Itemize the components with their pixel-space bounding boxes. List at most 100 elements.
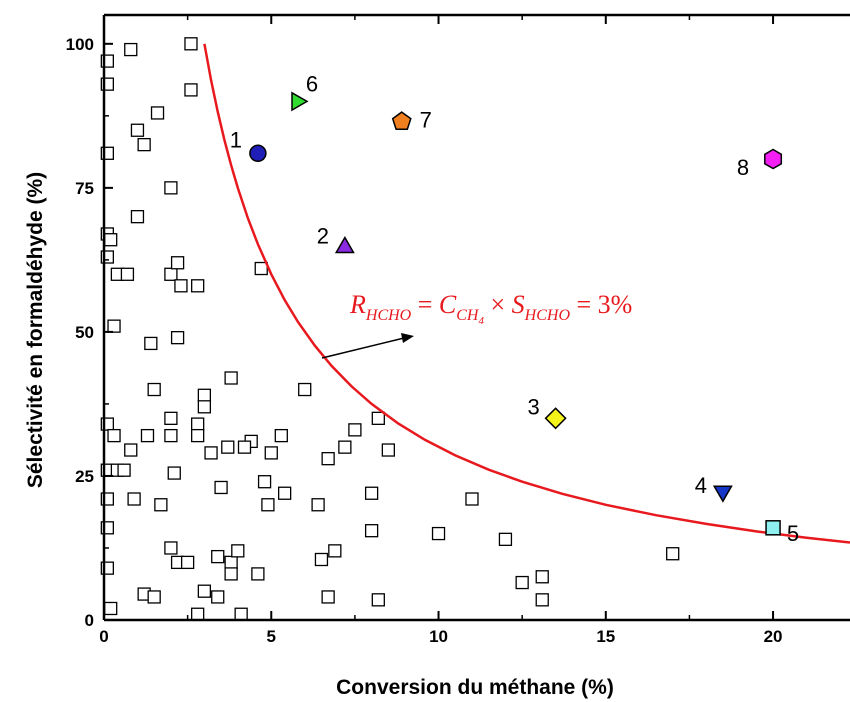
- data-point: [254, 261, 268, 276]
- data-point: [237, 440, 252, 454]
- data-point: [170, 256, 185, 270]
- data-point: [167, 466, 181, 480]
- data-point: [164, 181, 178, 195]
- annotation-arrowhead: [401, 333, 414, 343]
- data-point: [251, 567, 265, 581]
- x-tick-label: 0: [99, 627, 108, 646]
- data-point: [381, 443, 395, 457]
- data-point: [191, 417, 205, 431]
- data-point: [130, 210, 145, 224]
- data-point: [321, 452, 335, 466]
- catalyst-label-1: 1: [230, 127, 242, 152]
- data-point: [147, 382, 161, 397]
- catalyst-marker-3: [544, 407, 567, 430]
- catalyst-marker-4: [712, 485, 733, 503]
- data-point: [191, 279, 205, 293]
- catalyst-label-7: 7: [420, 108, 432, 133]
- data-point: [117, 463, 131, 477]
- data-point: [338, 440, 352, 454]
- y-tick-label: 75: [75, 179, 94, 198]
- data-point: [321, 590, 335, 604]
- data-point: [197, 388, 212, 402]
- data-point: [535, 570, 549, 584]
- data-point: [314, 552, 329, 567]
- highlighted-catalysts: 1 2 3 4 5 6 7 8: [230, 71, 799, 545]
- data-point: [311, 498, 325, 512]
- data-point: [144, 336, 158, 351]
- data-point: [211, 549, 225, 564]
- y-tick-label: 50: [75, 323, 94, 342]
- data-point: [137, 137, 151, 152]
- data-point: [197, 400, 212, 414]
- catalyst-marker-5: [765, 520, 781, 536]
- data-point: [130, 123, 145, 137]
- data-point: [224, 567, 238, 581]
- data-point: [221, 440, 235, 454]
- catalyst-label-5: 5: [787, 521, 799, 546]
- data-point: [264, 446, 278, 460]
- data-point: [234, 607, 248, 621]
- data-point: [535, 593, 549, 607]
- data-point: [211, 590, 225, 604]
- data-point: [277, 486, 292, 500]
- data-point: [666, 547, 680, 561]
- catalyst-label-2: 2: [317, 223, 329, 248]
- y-axis-title: Sélectivité en formaldéhyde (%): [24, 172, 47, 488]
- data-point: [224, 371, 238, 385]
- data-point: [274, 428, 288, 443]
- data-point: [231, 544, 245, 558]
- data-point: [107, 428, 121, 443]
- curve-annotation: RHCHO = CCH4 × SHCHO = 3%: [321, 290, 632, 359]
- data-point: [364, 524, 379, 538]
- data-point: [204, 446, 218, 460]
- data-point: [107, 319, 121, 333]
- data-point: [364, 486, 379, 500]
- data-point: [371, 411, 385, 425]
- x-tick-label: 20: [764, 627, 783, 646]
- catalyst-marker-8: [764, 148, 783, 170]
- data-point: [154, 498, 168, 512]
- data-point: [127, 492, 141, 506]
- data-point: [348, 423, 362, 437]
- annotation-arrow: [321, 337, 405, 359]
- x-axis-title: Conversion du méthane (%): [336, 676, 614, 699]
- data-point: [498, 532, 513, 546]
- catalyst-label-3: 3: [527, 394, 539, 419]
- formula-label: RHCHO = CCH4 × SHCHO = 3%: [349, 290, 632, 327]
- data-point: [371, 593, 385, 607]
- catalyst-marker-2: [334, 235, 355, 254]
- data-point: [298, 382, 312, 397]
- data-point: [431, 526, 446, 541]
- data-point: [104, 233, 118, 247]
- data-point: [257, 475, 272, 489]
- catalyst-label-8: 8: [737, 155, 749, 180]
- data-point: [191, 428, 205, 443]
- data-point: [197, 584, 212, 598]
- data-point: [120, 267, 135, 281]
- data-point: [261, 498, 275, 512]
- ticks: 0 5 10 15 20 0 25 50 75 100: [66, 15, 783, 646]
- x-tick-label: 15: [596, 627, 615, 646]
- data-point: [170, 331, 185, 345]
- data-point: [184, 83, 198, 97]
- data-point: [104, 601, 118, 616]
- data-point: [180, 555, 195, 570]
- data-point: [150, 106, 165, 120]
- data-point: [224, 555, 238, 570]
- data-point: [465, 492, 479, 506]
- x-tick-label: 5: [267, 627, 276, 646]
- data-point: [191, 607, 205, 621]
- data-point: [174, 279, 188, 293]
- y-tick-label: 25: [75, 467, 94, 486]
- iso-yield-curve: [203, 43, 850, 544]
- data-points: [100, 37, 680, 621]
- data-point: [147, 590, 161, 604]
- data-point: [164, 428, 178, 443]
- y-tick-label: 0: [85, 611, 94, 630]
- data-point: [328, 544, 342, 558]
- catalyst-label-4: 4: [695, 473, 707, 498]
- data-point: [124, 443, 138, 457]
- data-point: [184, 37, 198, 51]
- data-point: [140, 428, 155, 443]
